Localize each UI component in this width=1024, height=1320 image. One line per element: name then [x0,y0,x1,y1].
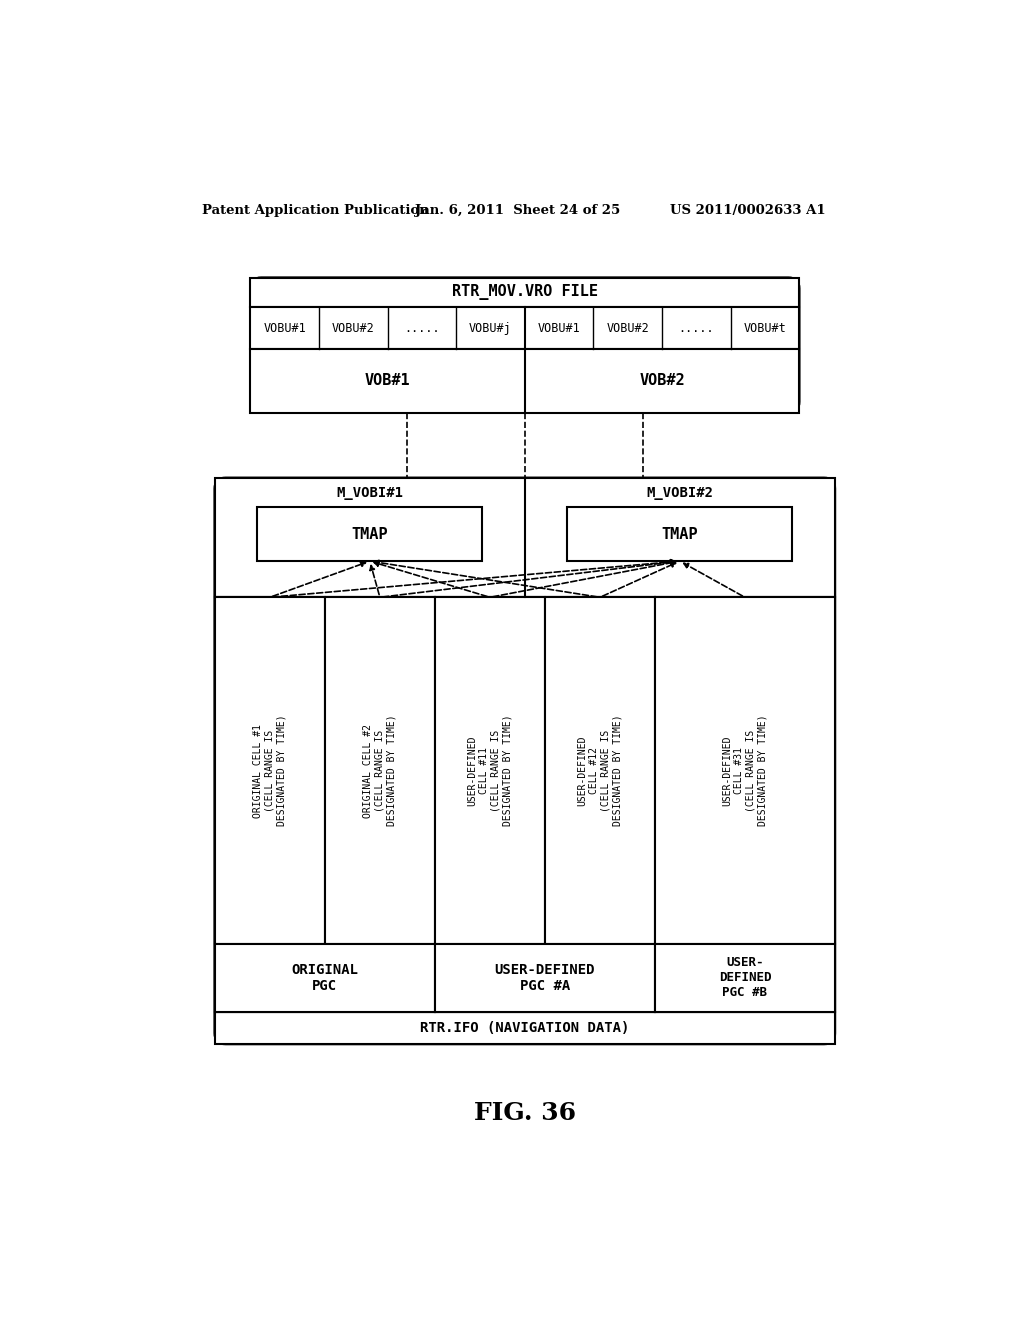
Bar [435,944,655,1011]
Text: VOBU#2: VOBU#2 [606,322,649,335]
Text: VOBU#1: VOBU#1 [538,322,581,335]
Bar [215,1011,835,1044]
Text: US 2011/0002633 A1: US 2011/0002633 A1 [671,205,826,218]
Text: M_VOBI#1: M_VOBI#1 [336,486,403,500]
Bar [215,598,325,944]
Text: Patent Application Publication: Patent Application Publication [202,205,428,218]
Bar [655,598,835,1011]
Text: VOBU#t: VOBU#t [743,322,786,335]
Bar [215,478,835,598]
Text: FIG. 36: FIG. 36 [474,1101,575,1125]
Text: USER-DEFINED
CELL #12
(CELL RANGE IS
DESIGNATED BY TIME): USER-DEFINED CELL #12 (CELL RANGE IS DES… [578,714,623,826]
Bar [655,598,835,944]
FancyBboxPatch shape [215,478,835,1044]
Text: RTR.IFO (NAVIGATION DATA): RTR.IFO (NAVIGATION DATA) [420,1020,630,1035]
Text: USER-DEFINED
CELL #11
(CELL RANGE IS
DESIGNATED BY TIME): USER-DEFINED CELL #11 (CELL RANGE IS DES… [468,714,512,826]
Text: .....: ..... [679,322,714,335]
Bar [655,944,835,1011]
Text: USER-DEFINED
PGC #A: USER-DEFINED PGC #A [495,962,595,993]
Text: TMAP: TMAP [662,527,698,541]
Bar [257,507,482,561]
Text: USER-DEFINED
CELL #31
(CELL RANGE IS
DESIGNATED BY TIME): USER-DEFINED CELL #31 (CELL RANGE IS DES… [723,714,767,826]
Bar [251,350,799,412]
Bar [215,598,435,1011]
Text: ORIGINAL CELL #2
(CELL RANGE IS
DESIGNATED BY TIME): ORIGINAL CELL #2 (CELL RANGE IS DESIGNAT… [364,714,396,826]
Text: Jan. 6, 2011  Sheet 24 of 25: Jan. 6, 2011 Sheet 24 of 25 [415,205,620,218]
Text: TMAP: TMAP [351,527,388,541]
Bar [215,944,435,1011]
FancyBboxPatch shape [251,277,799,412]
Text: VOB#1: VOB#1 [365,374,411,388]
Text: VOBU#1: VOBU#1 [263,322,306,335]
Bar [545,598,655,944]
Bar [567,507,793,561]
Text: .....: ..... [404,322,439,335]
Text: M_VOBI#2: M_VOBI#2 [646,486,714,500]
Text: ORIGINAL
PGC: ORIGINAL PGC [292,962,358,993]
Bar [251,277,799,308]
Text: VOBU#j: VOBU#j [469,322,512,335]
Text: RTR_MOV.VRO FILE: RTR_MOV.VRO FILE [452,284,598,301]
Bar [325,598,435,944]
Text: VOBU#2: VOBU#2 [332,322,375,335]
Bar [435,598,545,944]
Text: ORIGINAL CELL #1
(CELL RANGE IS
DESIGNATED BY TIME): ORIGINAL CELL #1 (CELL RANGE IS DESIGNAT… [253,714,287,826]
Text: USER-
DEFINED
PGC #B: USER- DEFINED PGC #B [719,956,771,999]
Bar [251,308,799,350]
Text: VOB#2: VOB#2 [639,374,685,388]
Bar [435,598,655,1011]
